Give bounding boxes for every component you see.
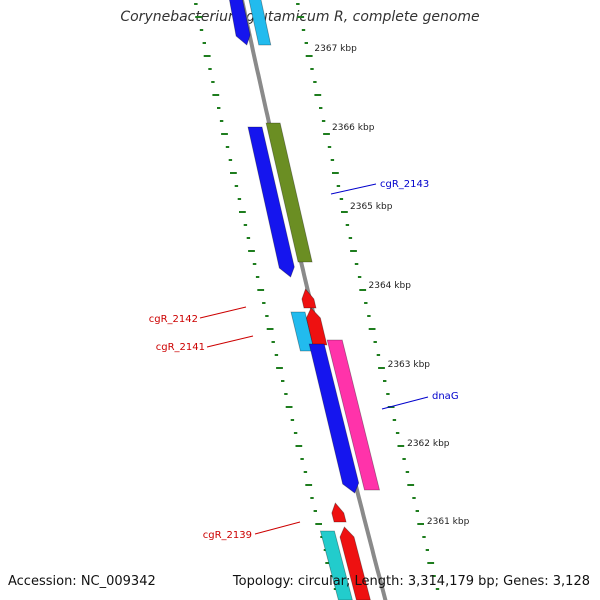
gene-feature-cgR-2142 xyxy=(301,288,317,309)
scale-label-2367: 2367 kbp xyxy=(314,44,357,54)
gene-feature-blue-top xyxy=(229,0,251,46)
scale-label-2364: 2364 kbp xyxy=(369,281,412,291)
scale-label-layer: 2367 kbp 2366 kbp 2365 kbp 2364 kbp 2363 kbp… xyxy=(314,44,469,527)
scale-label-2362: 2362 kbp xyxy=(407,439,450,449)
leader-line-cgr-2141 xyxy=(206,335,254,348)
gene-feature-dnaG xyxy=(326,339,381,491)
gene-label-cgr-2139: cgR_2139 xyxy=(203,530,252,541)
gene-label-dnag: dnaG xyxy=(432,391,459,402)
genome-summary-text: Topology: circular; Length: 3,314,179 bp… xyxy=(232,574,590,589)
leader-line-cgr-2142 xyxy=(199,306,247,319)
scale-label-2366: 2366 kbp xyxy=(332,123,375,133)
scale-label-2365: 2365 kbp xyxy=(350,202,393,212)
tick-ring-outer xyxy=(296,3,440,590)
gene-feature-cgR-2139 xyxy=(339,526,371,600)
feature-layer xyxy=(229,0,381,600)
gene-label-cgr-2141: cgR_2141 xyxy=(156,342,205,353)
gene-feature-cgR-2139-small xyxy=(331,502,347,523)
leader-line-cgr-2143 xyxy=(330,183,377,195)
gene-label-cgr-2143: cgR_2143 xyxy=(380,179,429,190)
gene-feature-blue-dnaG xyxy=(308,343,360,494)
leader-line-dnag xyxy=(381,396,429,410)
gene-feature-olive xyxy=(265,122,313,263)
leader-line-cgr-2139 xyxy=(254,521,301,535)
tick-ring-inner xyxy=(194,3,338,590)
gene-feature-teal xyxy=(319,530,353,600)
scale-label-2361: 2361 kbp xyxy=(427,517,470,527)
gene-feature-blue xyxy=(247,126,295,278)
gene-feature-cyan-top xyxy=(248,0,272,46)
accession-text: Accession: NC_009342 xyxy=(8,574,156,589)
gene-label-layer: cgR_2143 cgR_2142 cgR_2141 dnaG cgR_2139 xyxy=(149,179,459,541)
scale-label-2363: 2363 kbp xyxy=(388,360,431,370)
gene-label-cgr-2142: cgR_2142 xyxy=(149,314,198,325)
